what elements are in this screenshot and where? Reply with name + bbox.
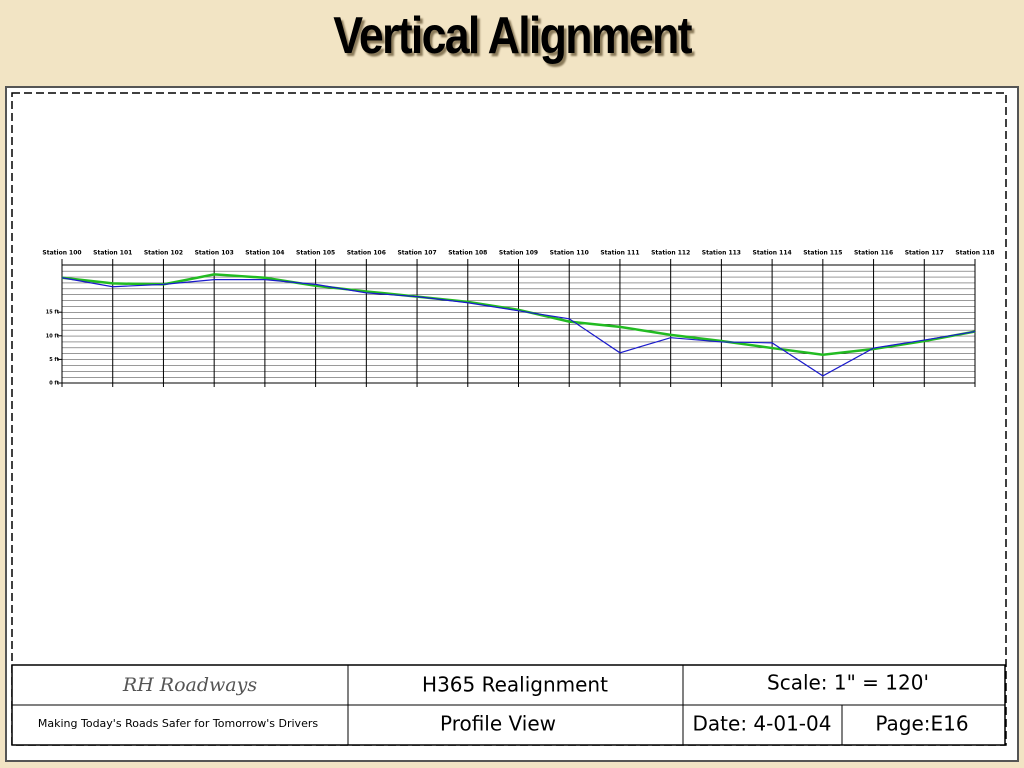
station-label: Station 113 [702,250,741,257]
station-label: Station 116 [854,250,893,257]
station-label: Station 115 [803,250,842,257]
title-block: RH Roadways H365 Realignment Scale: 1" =… [11,664,1006,746]
station-label: Station 107 [397,250,436,257]
station-label: Station 110 [550,250,589,257]
page-number: Page:E16 [875,712,968,736]
station-label: Station 112 [651,250,690,257]
view-name: Profile View [440,712,556,736]
company-name: RH Roadways [122,674,257,696]
scale: Scale: 1" = 120' [767,671,929,695]
profile-plot: Station 100 Station 101 Station 102 Station… [42,250,995,387]
y-tick-label: 10 ft [46,333,60,339]
station-label: Station 109 [499,250,538,257]
profile-line [61,273,976,356]
station-label: Station 117 [905,250,944,257]
profile-line [61,277,976,377]
station-label: Station 108 [448,250,487,257]
station-label: Station 100 [42,250,81,257]
station-label: Station 114 [753,250,792,257]
station-label: Station 106 [347,250,386,257]
station-label: Station 103 [195,250,234,257]
y-tick-label: 0 ft [49,381,59,387]
station-label: Station 101 [93,250,132,257]
y-tick-label: 5 ft [49,357,59,363]
station-label: Station 111 [600,250,639,257]
station-label: Station 104 [245,250,284,257]
date: Date: 4-01-04 [693,712,832,736]
y-tick-label: 15 ft [46,310,60,316]
motto: Making Today's Roads Safer for Tomorrow'… [38,717,318,730]
project-name: H365 Realignment [422,673,608,697]
station-label: Station 102 [144,250,183,257]
station-label: Station 105 [296,250,335,257]
slide-title: Vertical Alignment [333,7,692,65]
sheet-border [5,86,1019,762]
station-label: Station 118 [955,250,994,257]
